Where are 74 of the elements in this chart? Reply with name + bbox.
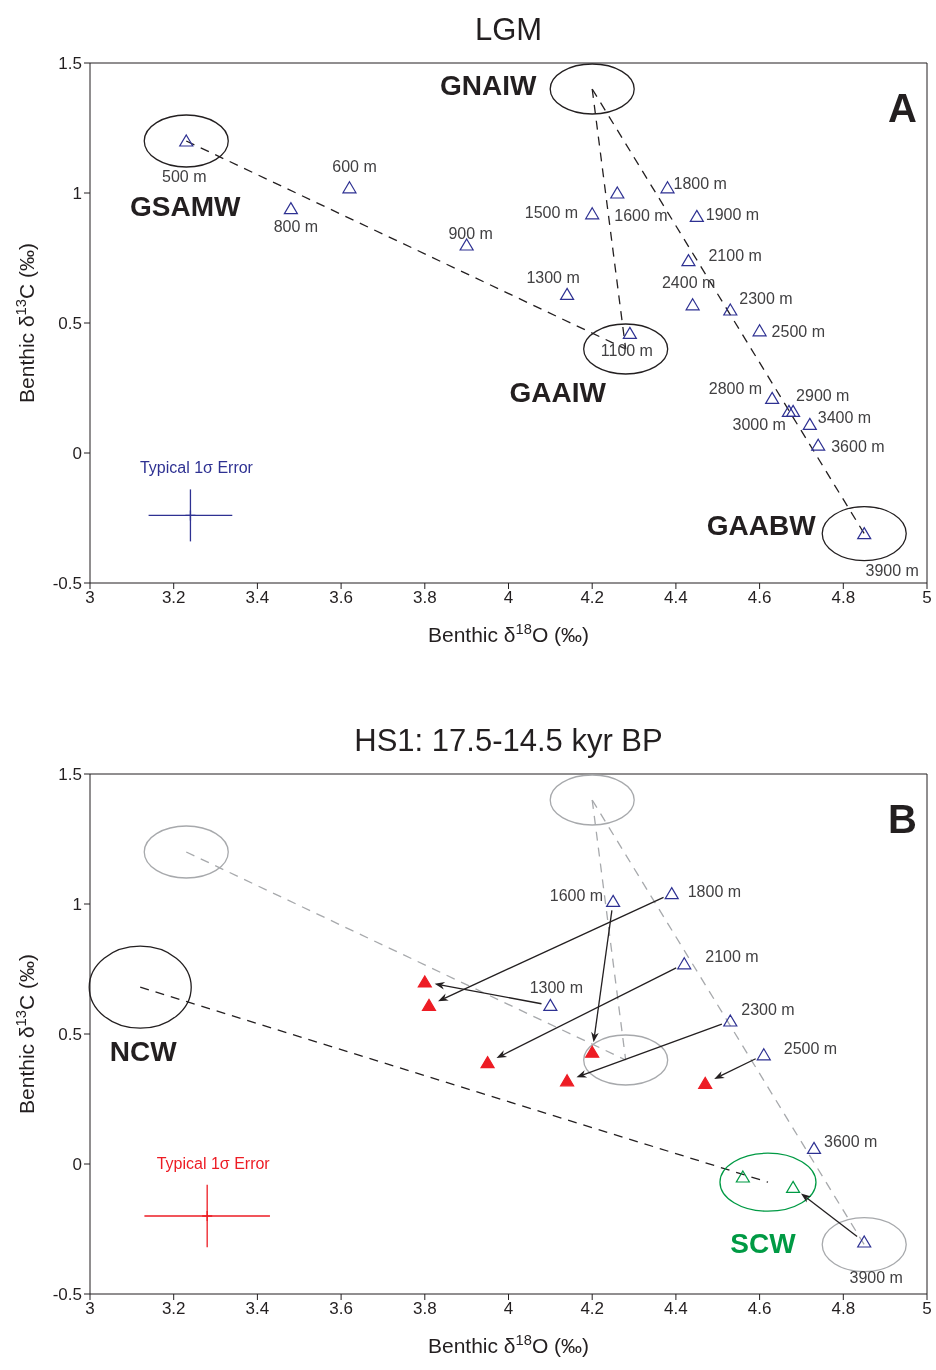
y-tick-label: 0 [72,1155,82,1175]
annotation: 2300 m [739,288,793,308]
y-tick-label: 0 [72,444,82,464]
x-tick-label: 4.2 [580,588,605,608]
annotation: 3600 m [824,1131,878,1151]
annotation: NCW [109,1035,177,1070]
annotation: 1900 m [705,204,760,224]
annotation: 3400 m [817,407,872,427]
y-tick-label: -0.5 [52,574,82,594]
x-tick-label: 3.2 [161,1299,186,1319]
x-tick-label: 4 [503,1299,514,1319]
y-tick-label: 1 [72,895,82,915]
annotation: 3900 m [849,1267,903,1287]
annotation: 2100 m [708,245,762,265]
annotation: SCW [730,1227,796,1262]
annotation: 3900 m [865,560,919,580]
annotation: 1800 m [673,173,727,193]
x-tick-label: 4 [503,588,514,608]
x-tick-label: 5 [922,1299,932,1319]
annotation: GAABW [706,508,816,543]
x-tick-label: 4.2 [580,1299,605,1319]
x-tick-label: 4.4 [664,588,688,608]
x-tick-label: 3.8 [412,588,437,608]
annotation: 2300 m [741,999,795,1019]
y-tick-label: 1.5 [58,54,82,74]
x-tick-label: 4.6 [747,588,772,608]
annotation: 1800 m [687,881,742,901]
x-tick-label: 4.8 [831,1299,856,1319]
annotation: 500 m [162,166,207,186]
annotation: 2500 m [783,1038,838,1058]
chart-title: LGM [473,11,544,49]
annotation: GSAMW [130,190,241,224]
annotation: 2100 m [705,946,759,966]
annotation: 1300 m [526,267,580,287]
text: Typical 1σ Error [139,457,253,477]
x-tick-label: 4.6 [747,1299,772,1319]
annotation: 600 m [332,156,377,176]
annotation: GAAIW [509,376,606,410]
x-tick-label: 3 [85,588,95,608]
annotation: A [887,85,917,131]
annotation: 1100 m [600,340,653,360]
annotation: 1600 m [614,205,668,225]
annotation: 3000 m [732,414,786,434]
annotation: 2400 m [661,272,716,292]
annotation: 3600 m [831,436,885,456]
annotation: 2500 m [771,321,825,341]
annotation: 1600 m [549,885,604,905]
annotation: 800 m [273,216,319,236]
x-tick-label: 3.4 [245,1299,270,1319]
annotation: 900 m [448,223,493,243]
annotation: 1300 m [529,977,584,997]
y-tick-label: 1.5 [58,765,82,785]
chart-title: HS1: 17.5-14.5 kyr BP [353,722,664,760]
annotation: 2800 m [708,378,763,398]
x-tick-label: 4.8 [831,588,856,608]
x-tick-label: 3.8 [412,1299,437,1319]
x-axis-title: Benthic δ$^{18}$O (‰) [427,621,590,646]
y-tick-label: 1 [72,184,82,204]
annotation: GNAIW [439,69,537,103]
x-tick-label: 3 [85,1299,95,1319]
y-tick-label: 0.5 [58,1025,82,1045]
x-tick-label: 4.4 [664,1299,688,1319]
x-tick-label: 3.6 [329,1299,353,1319]
text: Typical 1σ Error [156,1153,270,1173]
annotation: 2900 m [796,385,850,405]
x-tick-label: 3.2 [161,588,186,608]
annotation: 1500 m [524,202,579,222]
y-tick-label: -0.5 [52,1285,82,1305]
x-tick-label: 5 [922,588,932,608]
x-tick-label: 3.4 [245,588,270,608]
annotation: B [887,796,917,842]
x-tick-label: 3.6 [329,588,353,608]
x-axis-title: Benthic δ$^{18}$O (‰) [427,1332,590,1357]
y-tick-label: 0.5 [58,314,82,334]
